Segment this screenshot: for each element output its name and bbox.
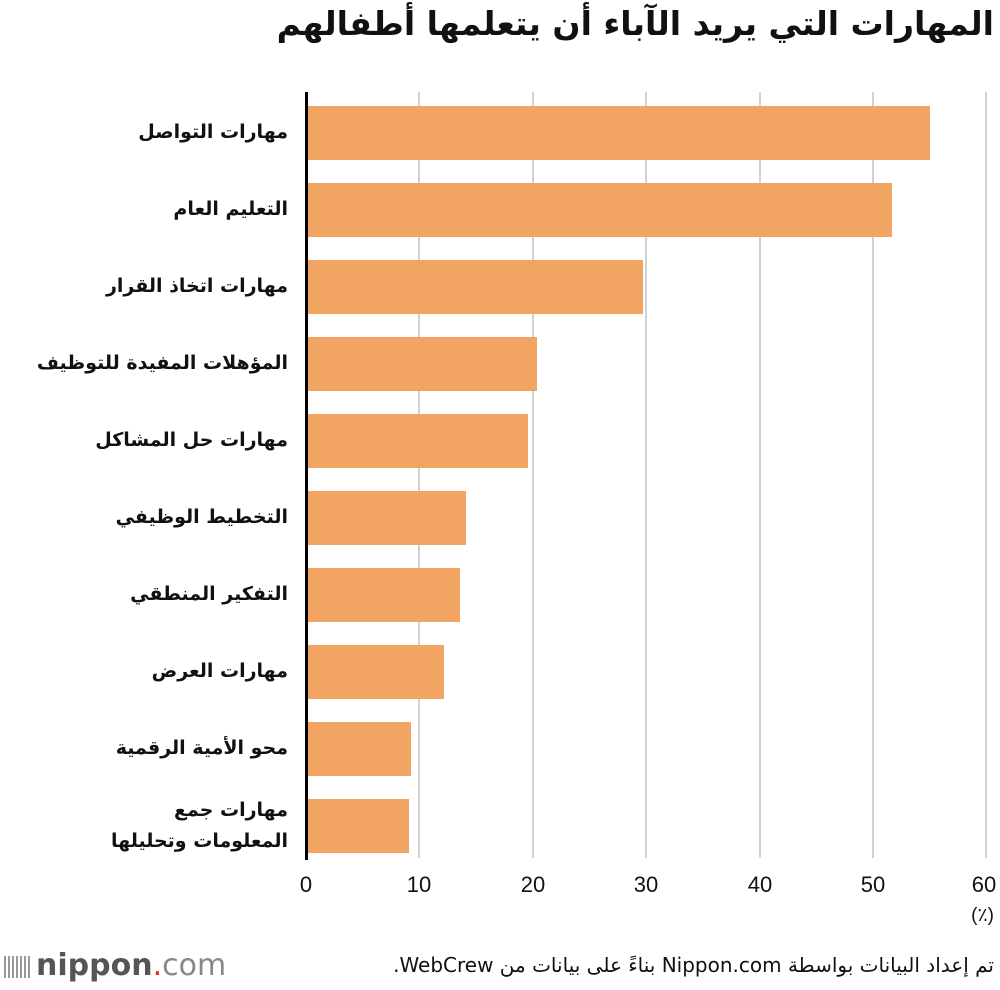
category-label: المعلومات وتحليلها xyxy=(111,830,288,852)
bar xyxy=(306,645,445,699)
gridline-30 xyxy=(645,92,647,858)
logo-suffix: com xyxy=(162,948,227,983)
x-tick-label: 30 xyxy=(633,872,659,897)
x-tick-label: 0 xyxy=(299,872,313,897)
bar xyxy=(306,337,538,391)
chart-title: المهارات التي يريد الآباء أن يتعلمها أطف… xyxy=(276,4,995,43)
y-axis-line xyxy=(305,92,308,860)
category-label: التفكير المنطقي xyxy=(130,583,288,605)
gridline-20 xyxy=(532,92,534,858)
bar xyxy=(306,568,461,622)
category-label: مهارات العرض xyxy=(151,660,288,682)
bar xyxy=(306,183,892,237)
gridline-60 xyxy=(985,92,987,858)
logo-dot: . xyxy=(152,948,163,983)
bar xyxy=(306,722,412,776)
source-note: تم إعداد البيانات بواسطة Nippon.com بناء… xyxy=(393,953,994,977)
x-tick-label: 40 xyxy=(747,872,773,897)
plot-area xyxy=(306,92,987,858)
category-label: مهارات حل المشاكل xyxy=(95,429,288,451)
category-label: التعليم العام xyxy=(173,198,288,220)
gridline-50 xyxy=(872,92,874,858)
bar xyxy=(306,799,410,853)
logo-main: nippon xyxy=(36,948,153,983)
bar xyxy=(306,106,931,160)
bar xyxy=(306,414,529,468)
x-tick-label: 60 xyxy=(971,872,997,897)
nippon-logo: nippon.com xyxy=(4,948,226,983)
x-tick-label: 20 xyxy=(520,872,546,897)
x-axis-unit: (٪) xyxy=(971,905,994,926)
category-label: المؤهلات المفيدة للتوظيف xyxy=(36,352,288,374)
category-label: مهارات التواصل xyxy=(138,121,288,143)
bar xyxy=(306,491,466,545)
category-label: محو الأمية الرقمية xyxy=(115,737,288,759)
x-tick-label: 50 xyxy=(860,872,886,897)
category-label: مهارات جمع xyxy=(173,799,288,821)
bar xyxy=(306,260,643,314)
logo-bars-icon xyxy=(4,955,30,978)
x-tick-label: 10 xyxy=(406,872,432,897)
category-label: التخطيط الوظيفي xyxy=(115,506,288,528)
category-label: مهارات اتخاذ القرار xyxy=(105,275,288,297)
gridline-40 xyxy=(759,92,761,858)
gridline-10 xyxy=(418,92,420,858)
